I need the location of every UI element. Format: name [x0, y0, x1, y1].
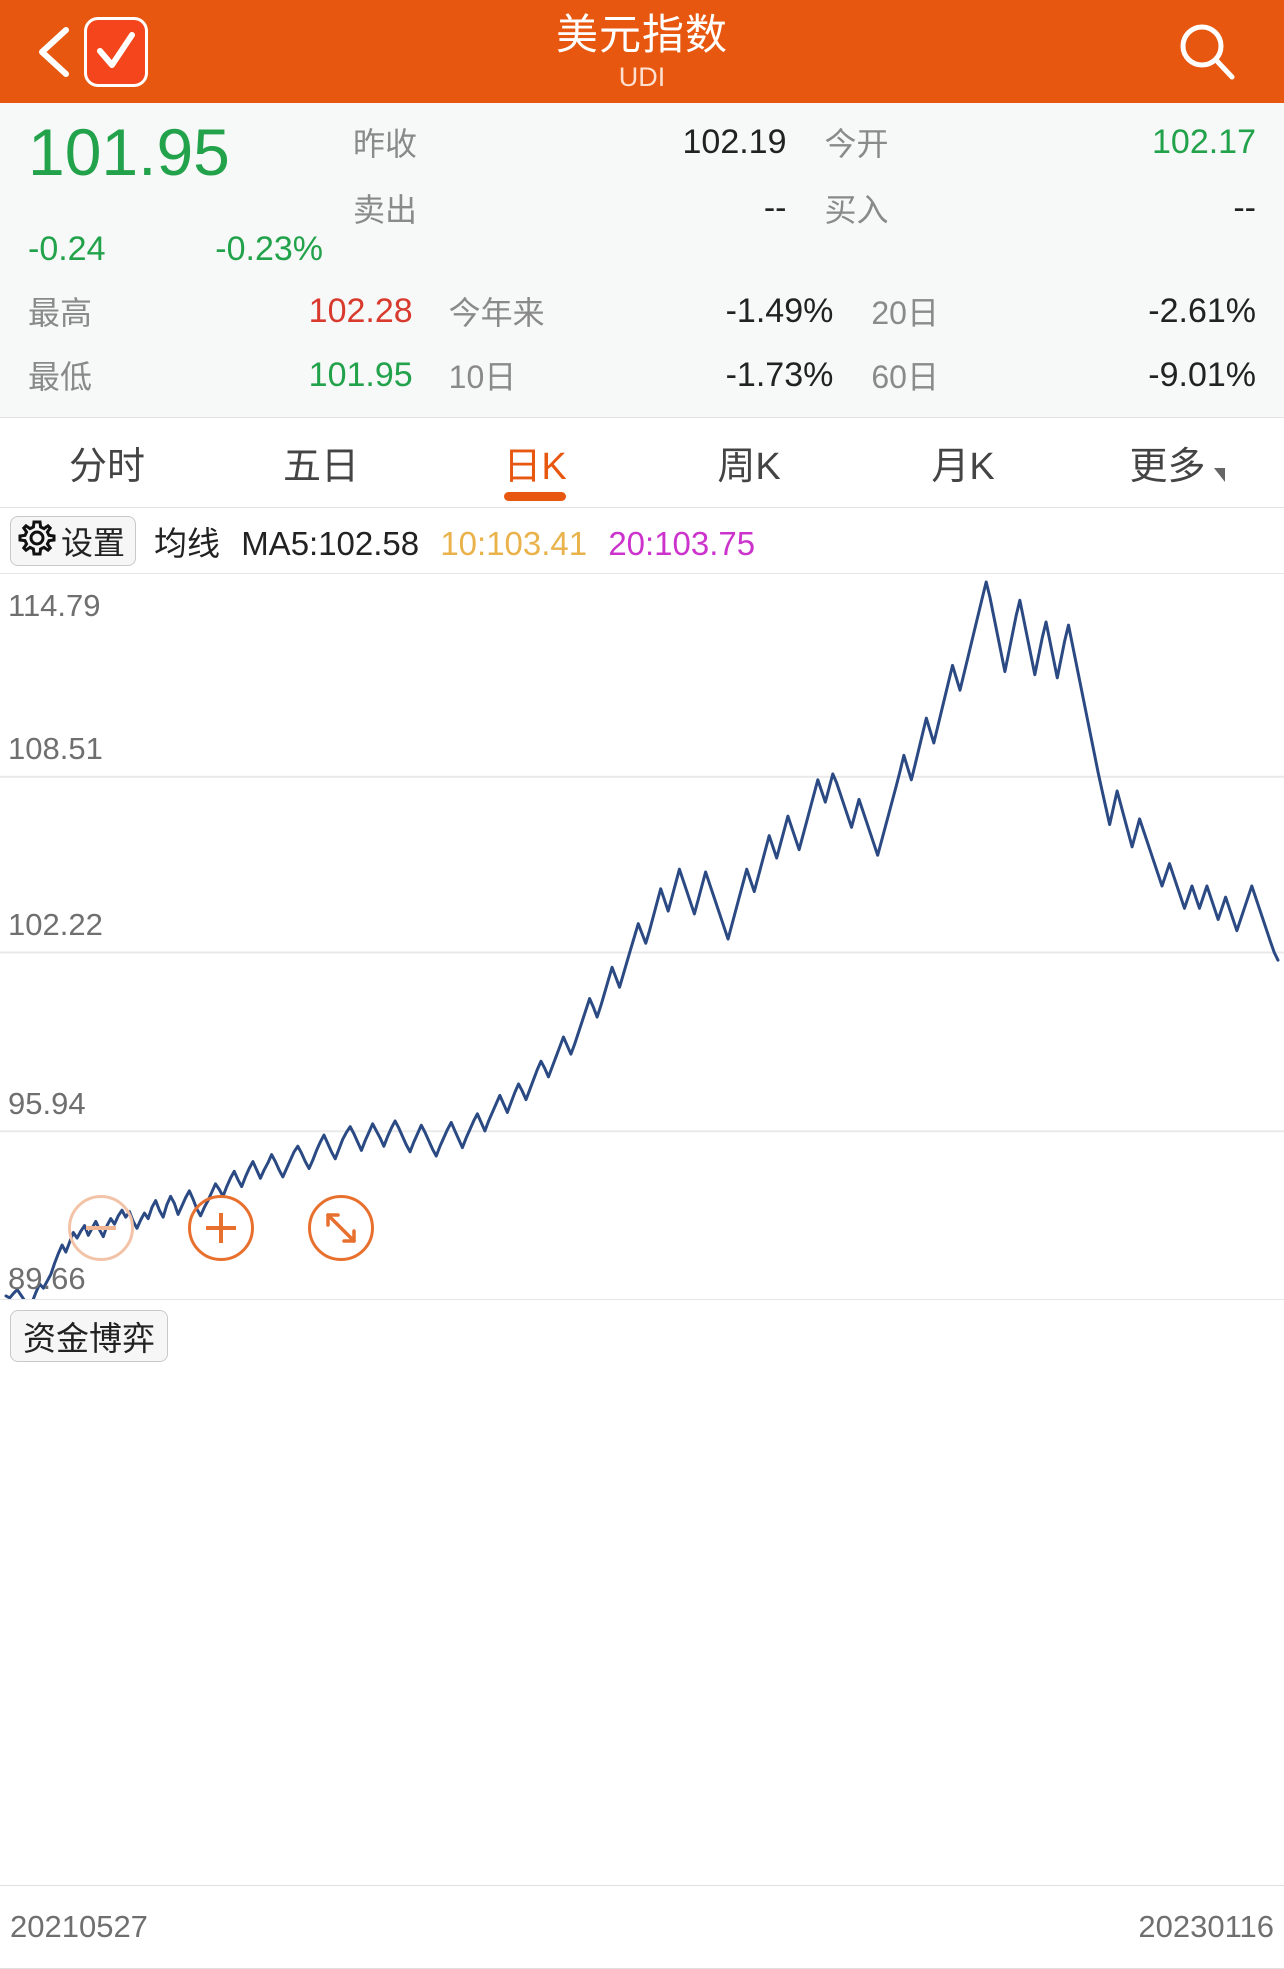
- settings-button[interactable]: 设置: [10, 515, 137, 566]
- chart-end-date: 20230116: [1138, 1909, 1274, 1944]
- zoom-in-icon: [191, 1198, 251, 1258]
- page-subtitle: UDI: [618, 61, 666, 92]
- quote-label: 20日: [871, 295, 939, 331]
- price-line-plot: [0, 574, 1284, 1299]
- price-chart[interactable]: 114.79 108.51 102.22 95.94 89.66: [0, 574, 1284, 1300]
- quote-field-sell: 卖出 --: [345, 175, 815, 241]
- quote-label: 最高: [28, 295, 93, 331]
- active-tab-indicator: [504, 492, 566, 501]
- quote-panel: 101.95 -0.24 -0.23% 昨收 102.19 卖出 -- 今开: [0, 103, 1284, 418]
- quote-label: 今开: [824, 126, 889, 162]
- app-header: 美元指数 UDI: [0, 0, 1284, 103]
- capital-game-button[interactable]: 资金博弈: [10, 1310, 168, 1362]
- quote-field-10d: 10日 -1.73%: [441, 352, 862, 398]
- quote-label: 60日: [871, 359, 939, 395]
- last-price: 101.95: [28, 115, 230, 189]
- quote-value: 102.28: [308, 291, 413, 330]
- tab-more[interactable]: 更多: [1070, 418, 1284, 507]
- chart-start-date: 20210527: [10, 1909, 148, 1944]
- quote-field-open: 今开 102.17: [815, 109, 1284, 175]
- ma20-value: 20:103.75: [608, 524, 756, 562]
- quote-field-low: 最低 101.95: [0, 352, 441, 398]
- price-change: -0.24: [28, 230, 106, 268]
- tab-label: 日K: [503, 446, 567, 488]
- quote-row-high: 最高 102.28 今年来 -1.49% 20日 -2.61%: [0, 279, 1284, 343]
- fullscreen-button[interactable]: [308, 1195, 374, 1261]
- quote-label: 昨收: [353, 126, 418, 162]
- price-block: 101.95 -0.24 -0.23%: [0, 109, 345, 269]
- back-button[interactable]: [28, 22, 82, 82]
- quote-value: 102.19: [682, 122, 787, 161]
- quote-label: 买入: [824, 192, 889, 228]
- quote-field-buy: 买入 --: [815, 175, 1284, 241]
- quote-label: 卖出: [353, 192, 418, 228]
- ma5-value: MA5:102.58: [241, 524, 420, 562]
- chart-zoom-controls: [68, 1195, 374, 1261]
- zoom-out-button[interactable]: [68, 1195, 134, 1261]
- app-logo-button[interactable]: [84, 16, 148, 87]
- tab-label: 月K: [931, 446, 995, 488]
- tab-label: 五日: [282, 446, 359, 488]
- quote-field-60d: 60日 -9.01%: [861, 352, 1284, 398]
- tab-label: 更多: [1129, 446, 1206, 488]
- checkmark-icon: [97, 31, 135, 68]
- zoom-in-button[interactable]: [188, 1195, 254, 1261]
- price-change-percent: -0.23%: [215, 230, 323, 268]
- tab-monthly-k[interactable]: 月K: [856, 418, 1070, 507]
- quote-row-low: 最低 101.95 10日 -1.73% 60日 -9.01%: [0, 343, 1284, 407]
- tab-label: 周K: [717, 446, 781, 488]
- chevron-down-icon: [1213, 467, 1225, 482]
- quote-value: -1.49%: [725, 291, 834, 330]
- ma10-value: 10:103.41: [440, 524, 588, 562]
- indicator-bar: 设置 均线 MA5:102.58 10:103.41 20:103.75: [0, 508, 1284, 574]
- y-axis-label: 108.51: [8, 731, 103, 766]
- quote-value: -2.61%: [1148, 291, 1257, 330]
- quote-value: -1.73%: [725, 355, 834, 394]
- quote-field-high: 最高 102.28: [0, 288, 441, 334]
- tab-fenshi[interactable]: 分时: [0, 418, 214, 507]
- settings-label: 设置: [61, 524, 126, 561]
- quote-field-20d: 20日 -2.61%: [861, 288, 1284, 334]
- quote-value: --: [763, 188, 787, 227]
- search-icon: [1180, 24, 1235, 79]
- tab-five-day[interactable]: 五日: [214, 418, 428, 507]
- quote-field-prev-close: 昨收 102.19: [345, 109, 815, 175]
- y-axis-label: 102.22: [8, 907, 103, 942]
- tab-daily-k[interactable]: 日K: [428, 418, 642, 507]
- quote-label: 最低: [28, 359, 93, 395]
- gear-icon: [17, 518, 57, 563]
- fullscreen-icon: [326, 1213, 356, 1243]
- period-tabs: 分时 五日 日K 周K 月K 更多: [0, 418, 1284, 508]
- chevron-left-icon: [39, 26, 69, 77]
- quote-label: 今年来: [448, 295, 545, 331]
- quote-value: -9.01%: [1148, 355, 1257, 394]
- date-axis-bar: 20210527 20230116: [0, 1885, 1284, 1969]
- search-button[interactable]: [1174, 19, 1240, 85]
- ma-title: 均线: [154, 524, 221, 562]
- y-axis-label: 114.79: [8, 588, 101, 623]
- quote-value: --: [1233, 188, 1256, 227]
- header-title-group: 美元指数 UDI: [0, 0, 1284, 103]
- y-axis-label: 89.66: [8, 1261, 86, 1296]
- quote-value: 102.17: [1152, 122, 1256, 161]
- sub-indicator-panel: 资金博弈: [0, 1300, 1284, 1960]
- page-title: 美元指数: [555, 10, 728, 58]
- tab-weekly-k[interactable]: 周K: [642, 418, 856, 507]
- quote-field-ytd: 今年来 -1.49%: [441, 288, 862, 334]
- ma-readout: 均线 MA5:102.58 10:103.41 20:103.75: [154, 517, 755, 565]
- quote-label: 10日: [448, 359, 517, 395]
- tab-label: 分时: [68, 446, 145, 488]
- quote-value: 101.95: [308, 355, 413, 394]
- zoom-out-icon: [86, 1226, 116, 1230]
- y-axis-label: 95.94: [8, 1086, 86, 1121]
